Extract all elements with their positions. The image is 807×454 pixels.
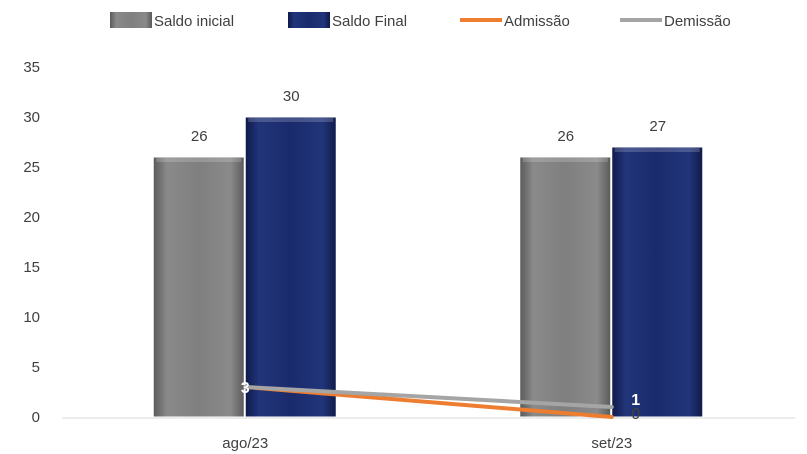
bar-saldo-final	[244, 116, 337, 418]
y-tick-label: 20	[23, 209, 40, 226]
x-tick-label: ago/23	[222, 435, 268, 452]
y-tick-label: 0	[32, 409, 40, 426]
bar-value-label: 27	[649, 118, 666, 135]
x-tick-label: set/23	[591, 435, 632, 452]
bar-saldo-inicial	[519, 156, 612, 418]
y-tick-label: 35	[23, 59, 40, 76]
x-axis: ago/23 set/23	[62, 417, 795, 452]
bar-highlight	[614, 148, 700, 152]
y-tick-label: 10	[23, 309, 40, 326]
legend: Saldo inicial Saldo Final Admissão Demissão	[110, 12, 731, 30]
legend-swatch	[288, 12, 330, 28]
bar-highlight	[248, 118, 334, 122]
bar-highlight	[156, 158, 242, 162]
legend-label: Demissão	[664, 13, 731, 30]
y-tick-label: 25	[23, 159, 40, 176]
legend-label: Saldo Final	[332, 13, 407, 30]
bars	[152, 116, 704, 418]
y-tick-label: 30	[23, 109, 40, 126]
bar-value-label: 26	[191, 128, 208, 145]
bar-saldo-final	[611, 146, 704, 418]
line-value-label: 3	[241, 380, 250, 397]
line-value-label: 1	[631, 392, 640, 409]
line-value-label: 0	[631, 406, 640, 423]
bar-value-label: 26	[557, 128, 574, 145]
bar-saldo-inicial	[152, 156, 245, 418]
y-tick-label: 5	[32, 359, 40, 376]
legend-label: Saldo inicial	[154, 13, 234, 30]
legend-swatch	[110, 12, 152, 28]
bar-highlight	[522, 158, 608, 162]
legend-label: Admissão	[504, 13, 570, 30]
data-labels: 26 30 26 27 3 10	[191, 88, 666, 423]
y-tick-label: 15	[23, 259, 40, 276]
line-demissão	[243, 385, 614, 409]
bar-value-label: 30	[283, 88, 300, 105]
lines	[243, 385, 614, 419]
y-axis: 0 5 10 15 20 25 30 35	[23, 59, 40, 426]
